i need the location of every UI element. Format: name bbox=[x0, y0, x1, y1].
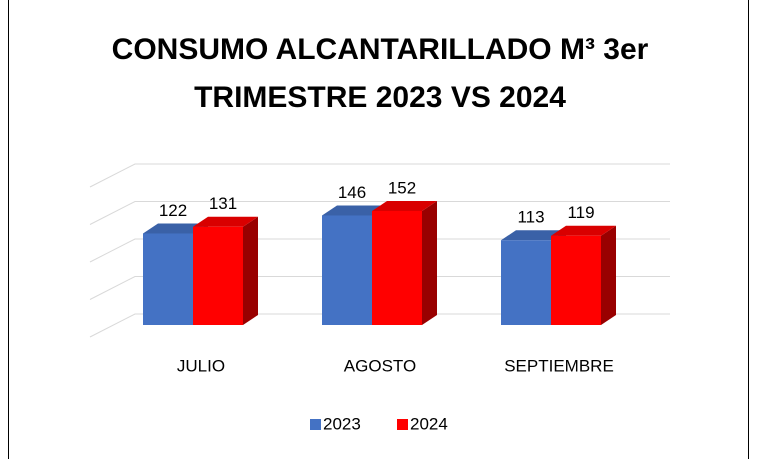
legend-swatch bbox=[397, 419, 408, 430]
bar-front bbox=[322, 215, 372, 325]
bar-front bbox=[193, 226, 243, 325]
bar-top bbox=[372, 201, 437, 211]
x-tick-label: AGOSTO bbox=[344, 356, 416, 375]
bar-top bbox=[501, 230, 566, 241]
grid-line bbox=[89, 276, 670, 300]
legend-label: 2024 bbox=[410, 414, 448, 433]
bar-front bbox=[143, 233, 193, 325]
legend-label: 2023 bbox=[323, 414, 361, 433]
data-label: 146 bbox=[338, 183, 366, 202]
grid-line bbox=[89, 163, 670, 188]
data-label: 122 bbox=[159, 201, 187, 220]
bar-side bbox=[243, 216, 258, 325]
chart-title: CONSUMO ALCANTARILLADO M³ 3er TRIMESTRE … bbox=[111, 33, 649, 114]
bar-top bbox=[322, 205, 387, 216]
bar-front bbox=[501, 240, 551, 325]
grid-line bbox=[89, 201, 670, 225]
bar-side bbox=[422, 201, 437, 325]
data-label: 113 bbox=[517, 208, 544, 227]
bar-front bbox=[372, 211, 422, 325]
grid-line bbox=[89, 238, 670, 263]
bar-top bbox=[551, 225, 616, 236]
bar bbox=[193, 216, 258, 325]
bar bbox=[372, 201, 437, 325]
bar bbox=[551, 225, 616, 325]
data-label: 119 bbox=[567, 203, 594, 222]
bar-front bbox=[551, 235, 601, 325]
x-tick-label: SEPTIEMBRE bbox=[504, 356, 614, 375]
bar-top bbox=[193, 216, 258, 227]
data-label: 131 bbox=[209, 194, 237, 213]
bar-side bbox=[601, 225, 616, 325]
legend-swatch bbox=[310, 419, 321, 430]
grid-line bbox=[89, 313, 670, 338]
data-label: 152 bbox=[388, 178, 416, 197]
bar-top bbox=[143, 223, 208, 234]
x-tick-label: JULIO bbox=[177, 356, 225, 375]
